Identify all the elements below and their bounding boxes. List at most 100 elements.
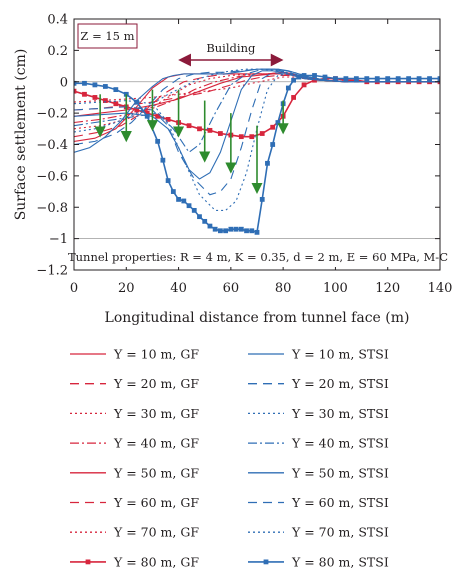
series-marker-7	[259, 131, 265, 136]
series-marker-7	[165, 117, 171, 122]
series-marker-15	[437, 76, 440, 82]
series-marker-15	[259, 197, 265, 202]
series-marker-15	[395, 76, 401, 82]
x-tick-label: 20	[118, 281, 135, 296]
series-marker-15	[343, 76, 349, 82]
series-marker-15	[301, 73, 307, 78]
series-marker-15	[165, 178, 171, 183]
properties-bg	[108, 247, 432, 267]
series-marker-15	[265, 160, 270, 166]
legend-marker-7	[85, 559, 91, 565]
series-marker-7	[144, 110, 150, 116]
legend-marker-15	[263, 559, 269, 565]
series-marker-7	[207, 127, 213, 133]
x-tick-label: 120	[375, 281, 400, 296]
x-tick-label: 100	[323, 281, 348, 296]
series-marker-15	[197, 214, 202, 220]
y-tick-label: −1	[49, 232, 68, 247]
y-tick-label: −0.2	[36, 107, 68, 122]
series-marker-15	[218, 228, 223, 234]
legend-label-9: Y = 20 m, STSI	[291, 376, 389, 391]
series-marker-15	[416, 76, 422, 82]
series-marker-15	[374, 76, 380, 82]
y-tick-label: 0	[60, 75, 68, 90]
series-marker-7	[291, 95, 296, 100]
x-tick-label: 140	[428, 281, 453, 296]
series-marker-15	[74, 80, 77, 86]
series-marker-7	[218, 131, 223, 136]
series-marker-15	[249, 228, 255, 234]
series-marker-15	[254, 229, 260, 235]
legend-label-7: Y = 80 m, GF	[113, 554, 199, 569]
series-marker-7	[301, 82, 307, 88]
series-marker-15	[92, 82, 98, 88]
series-marker-15	[155, 138, 161, 144]
series-marker-15	[176, 197, 181, 202]
legend-label-14: Y = 70 m, STSI	[291, 525, 389, 540]
legend-label-15: Y = 80 m, STSI	[291, 554, 389, 569]
y-tick-label: −0.6	[36, 169, 68, 184]
series-marker-15	[427, 76, 432, 82]
series-marker-15	[228, 226, 234, 232]
legend-label-0: Y = 10 m, GF	[113, 347, 199, 362]
series-marker-15	[238, 226, 244, 232]
series-marker-7	[113, 101, 119, 107]
x-tick-label: 80	[275, 281, 292, 296]
series-marker-15	[322, 74, 328, 80]
series-marker-7	[134, 107, 140, 113]
legend-label-1: Y = 20 m, GF	[113, 376, 199, 391]
series-marker-7	[74, 88, 77, 94]
legend-label-3: Y = 40 m, GF	[113, 436, 199, 451]
series-marker-15	[233, 226, 239, 232]
x-tick-label: 40	[170, 281, 187, 296]
y-tick-label: −0.4	[36, 138, 68, 153]
series-marker-7	[186, 123, 192, 129]
legend-label-12: Y = 50 m, STSI	[291, 465, 389, 480]
building-label: Building	[206, 41, 256, 55]
series-line-2	[74, 71, 440, 130]
depth-box	[77, 23, 138, 49]
series-marker-15	[160, 157, 166, 163]
series-marker-15	[333, 76, 338, 82]
legend-label-2: Y = 30 m, GF	[113, 406, 199, 421]
series-marker-7	[92, 95, 98, 100]
series-line-14	[74, 73, 440, 211]
series-marker-15	[102, 84, 108, 89]
series-marker-7	[197, 126, 202, 132]
legend-label-4: Y = 50 m, GF	[113, 465, 199, 480]
legend-label-8: Y = 10 m, STSI	[291, 347, 389, 362]
legend-label-13: Y = 60 m, STSI	[291, 495, 389, 510]
series-marker-15	[207, 223, 213, 229]
series-marker-7	[82, 91, 87, 97]
series-marker-15	[212, 226, 218, 232]
series-marker-7	[249, 134, 255, 140]
series-marker-15	[291, 77, 296, 83]
series-marker-15	[270, 142, 276, 147]
series-marker-15	[312, 73, 317, 78]
series-marker-15	[364, 76, 370, 82]
series-marker-7	[102, 98, 108, 103]
series-marker-15	[202, 218, 208, 224]
series-marker-15	[296, 74, 302, 80]
x-tick-label: 0	[70, 281, 78, 296]
series-marker-7	[238, 134, 244, 140]
series-marker-15	[353, 76, 359, 82]
y-axis-label: Surface settlement (cm)	[13, 49, 29, 221]
legend-label-11: Y = 40 m, STSI	[291, 436, 389, 451]
series-line-6	[74, 76, 440, 103]
series-marker-15	[181, 198, 187, 204]
series-marker-15	[285, 85, 291, 91]
series-marker-15	[144, 113, 150, 119]
legend-label-6: Y = 70 m, GF	[113, 525, 199, 540]
legend-label-10: Y = 30 m, STSI	[291, 406, 389, 421]
series-marker-7	[270, 124, 276, 130]
x-axis-label: Longitudinal distance from tunnel face (…	[105, 310, 410, 326]
series-marker-15	[134, 99, 140, 105]
series-line-13	[74, 71, 440, 196]
y-tick-label: 0.2	[47, 44, 68, 59]
series-marker-15	[170, 189, 176, 194]
series-marker-7	[155, 113, 161, 119]
series-marker-15	[186, 203, 192, 209]
series-marker-15	[113, 87, 119, 92]
